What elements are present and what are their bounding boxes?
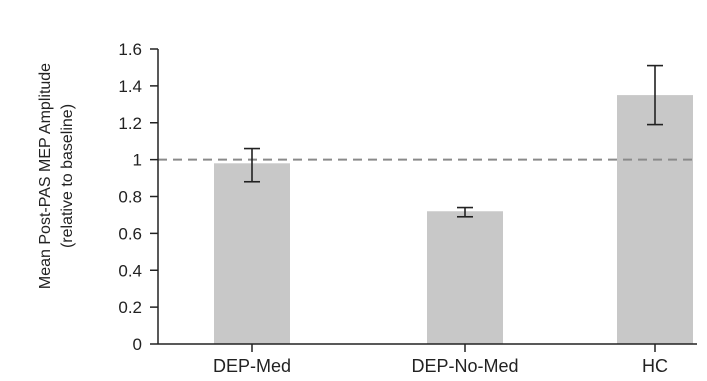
bars <box>214 95 693 344</box>
x-tick-label-dep-med: DEP-Med <box>213 356 291 376</box>
y-tick-label: 0.4 <box>118 261 142 280</box>
y-tick-label: 1.6 <box>118 40 142 59</box>
y-axis-label-line2: (relative to baseline) <box>59 104 76 248</box>
x-labels: DEP-Med DEP-No-Med HC <box>213 344 668 376</box>
x-tick-label-dep-no-med: DEP-No-Med <box>411 356 518 376</box>
y-tick-label: 1.4 <box>118 77 142 96</box>
y-ticks: 0 0.2 0.4 0.6 0.8 1 1.2 1.4 1.6 <box>118 40 158 354</box>
y-tick-label: 0.2 <box>118 298 142 317</box>
y-tick-label: 1.2 <box>118 114 142 133</box>
y-tick-label: 0.8 <box>118 188 142 207</box>
y-axis-label-line1: Mean Post-PAS MEP Amplitude <box>37 63 54 289</box>
bar-dep-med <box>214 163 290 344</box>
y-tick-label: 1 <box>133 151 142 170</box>
bar-hc <box>617 95 693 344</box>
bar-dep-no-med <box>427 211 503 344</box>
x-tick-label-hc: HC <box>642 356 668 376</box>
y-axis-label: Mean Post-PAS MEP Amplitude (relative to… <box>37 63 76 289</box>
y-tick-label: 0.6 <box>118 224 142 243</box>
y-tick-label: 0 <box>133 335 142 354</box>
error-bars <box>244 64 663 218</box>
